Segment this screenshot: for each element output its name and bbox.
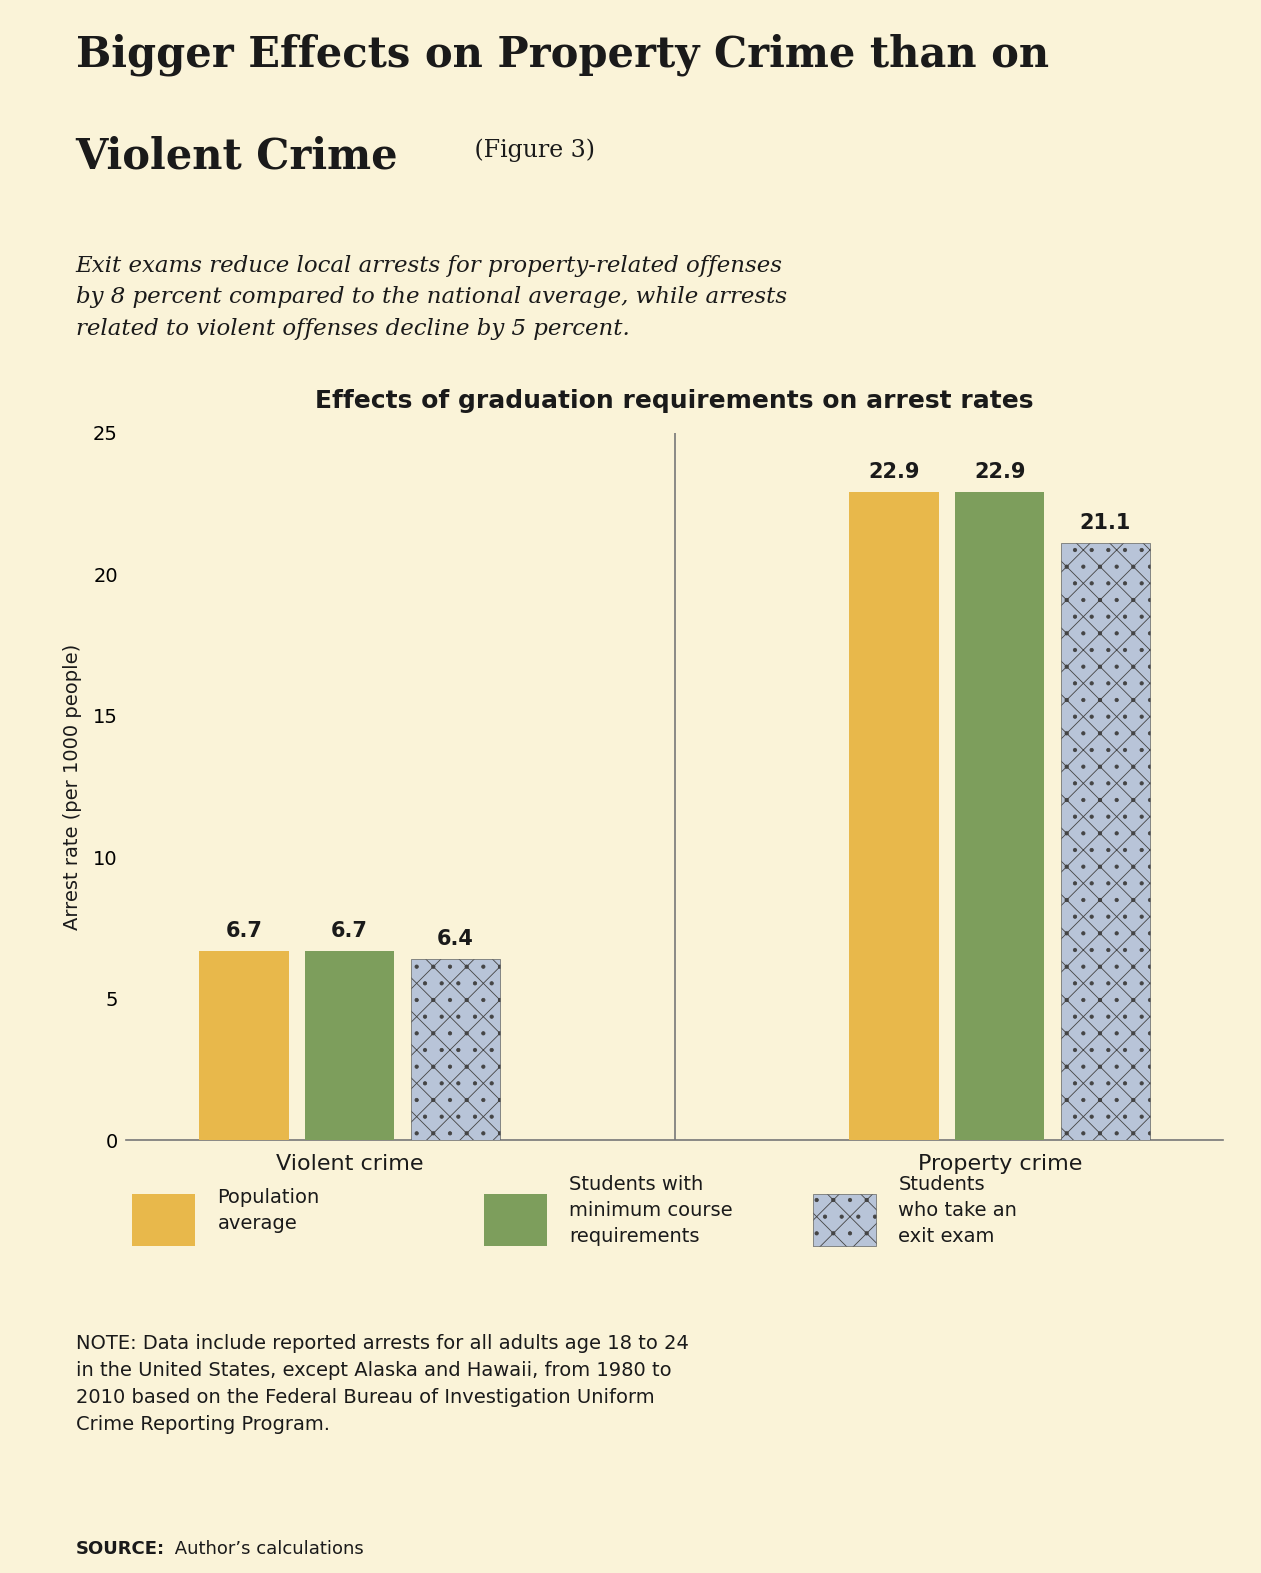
- FancyBboxPatch shape: [813, 1194, 875, 1246]
- Bar: [850, 492, 938, 1140]
- Text: 6.7: 6.7: [332, 920, 368, 941]
- Text: NOTE: Data include reported arrests for all adults age 18 to 24
in the United St: NOTE: Data include reported arrests for …: [76, 1334, 689, 1435]
- FancyBboxPatch shape: [484, 1194, 546, 1246]
- FancyBboxPatch shape: [132, 1194, 194, 1246]
- Text: Students with
minimum course
requirements: Students with minimum course requirement…: [569, 1175, 733, 1246]
- Text: 21.1: 21.1: [1079, 513, 1131, 533]
- Bar: [1061, 543, 1150, 1140]
- Text: (Figure 3): (Figure 3): [467, 138, 595, 162]
- Bar: [955, 492, 1044, 1140]
- Title: Effects of graduation requirements on arrest rates: Effects of graduation requirements on ar…: [315, 389, 1034, 412]
- Bar: [411, 960, 499, 1140]
- Text: 22.9: 22.9: [973, 462, 1025, 481]
- Text: Author’s calculations: Author’s calculations: [169, 1540, 363, 1557]
- Bar: [305, 950, 395, 1140]
- Text: Population
average: Population average: [217, 1188, 320, 1233]
- Bar: [199, 950, 289, 1140]
- Text: 6.4: 6.4: [436, 930, 474, 950]
- Text: Exit exams reduce local arrests for property-related offenses
by 8 percent compa: Exit exams reduce local arrests for prop…: [76, 255, 787, 340]
- Text: Bigger Effects on Property Crime than on: Bigger Effects on Property Crime than on: [76, 35, 1049, 77]
- Y-axis label: Arrest rate (per 1000 people): Arrest rate (per 1000 people): [63, 643, 82, 930]
- Text: 22.9: 22.9: [869, 462, 919, 481]
- Text: Violent Crime: Violent Crime: [76, 135, 398, 178]
- Text: 6.7: 6.7: [226, 920, 262, 941]
- Text: SOURCE:: SOURCE:: [76, 1540, 165, 1557]
- Text: Students
who take an
exit exam: Students who take an exit exam: [898, 1175, 1018, 1246]
